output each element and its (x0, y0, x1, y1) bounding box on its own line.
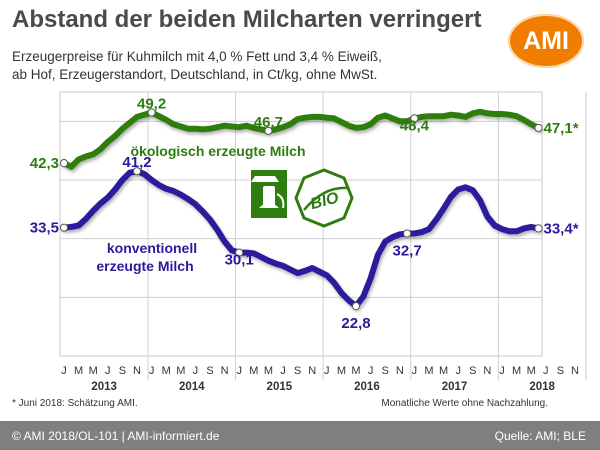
x-tick-label: J (280, 365, 286, 377)
data-label: 41,2 (122, 154, 151, 171)
x-tick-label: N (396, 365, 404, 377)
x-tick-label: J (368, 365, 374, 377)
data-label: 47,1* (544, 120, 579, 137)
page-title: Abstand der beiden Milcharten verringert (12, 6, 482, 33)
year-label: 2014 (179, 381, 205, 393)
year-label: 2017 (442, 381, 468, 393)
chart-series (61, 108, 542, 310)
x-tick-label: N (133, 365, 141, 377)
x-tick-label: J (324, 365, 330, 377)
x-tick-label: S (294, 365, 301, 377)
series-line-organic (61, 108, 542, 170)
x-tick-label: M (337, 365, 346, 377)
data-label: 48,4 (400, 117, 430, 134)
x-tick-label: J (455, 365, 461, 377)
x-tick-label: S (557, 365, 564, 377)
x-tick-label: J (61, 365, 67, 377)
data-point-marker (403, 229, 412, 238)
x-tick-label: S (469, 365, 476, 377)
milk-can-icon (251, 170, 287, 218)
x-tick-label: S (206, 365, 213, 377)
chart-icons: BIO (251, 168, 354, 228)
year-label: 2013 (91, 381, 117, 393)
footer-source: Quelle: AMI; BLE (494, 429, 586, 443)
data-point-marker (264, 126, 273, 135)
x-tick-label: M (176, 365, 185, 377)
chart-subtitle: Erzeugerpreise für Kuhmilch mit 4,0 % Fe… (12, 48, 382, 84)
data-label: 32,7 (392, 243, 421, 260)
data-point-marker (235, 248, 244, 257)
x-tick-label: J (499, 365, 505, 377)
x-axis: J M M J S N J M M J S N J M M J S N J M M J S N J M M J S N J M M J S N2013… (61, 365, 579, 393)
x-tick-label: N (221, 365, 229, 377)
line-chart: J M M J S N J M M J S N J M M J S N J M M J S N J M M J S N J M M J S N2013… (30, 91, 587, 393)
footer-bar: © AMI 2018/OL-101 | AMI-informiert.de Qu… (0, 421, 600, 450)
data-point-marker (147, 108, 156, 117)
subtitle-line-1: Erzeugerpreise für Kuhmilch mit 4,0 % Fe… (12, 49, 382, 64)
x-tick-label: M (162, 365, 171, 377)
footnote-estimate: * Juni 2018: Schätzung AMI. (12, 398, 138, 409)
footnote-monthly: Monatliche Werte ohne Nachzahlung. (381, 398, 548, 409)
data-label: 42,3 (30, 155, 59, 172)
x-tick-label: J (543, 365, 549, 377)
x-tick-label: M (351, 365, 360, 377)
x-tick-label: M (264, 365, 273, 377)
x-tick-label: M (249, 365, 258, 377)
year-label: 2016 (354, 381, 380, 393)
svg-text:BIO: BIO (309, 189, 341, 213)
series-line-conventional (61, 168, 542, 310)
x-tick-label: J (193, 365, 199, 377)
plot-frame (59, 91, 543, 357)
data-point-marker (534, 123, 543, 133)
data-label: 30,1 (225, 252, 254, 269)
x-tick-label: N (308, 365, 316, 377)
x-tick-label: M (74, 365, 83, 377)
year-label: 2015 (267, 381, 293, 393)
x-tick-label: S (119, 365, 126, 377)
data-point-marker (351, 302, 361, 311)
data-point-marker (59, 223, 69, 232)
data-label: 22,8 (341, 315, 370, 332)
chart-grid (59, 91, 587, 380)
x-tick-label: J (149, 365, 155, 377)
subtitle-line-2: ab Hof, Erzeugerstandort, Deutschland, i… (12, 67, 378, 82)
year-label: 2018 (529, 381, 555, 393)
x-tick-label: N (571, 365, 579, 377)
x-tick-label: S (382, 365, 389, 377)
data-point-marker (59, 159, 69, 168)
data-label: 33,4* (544, 220, 579, 237)
data-point-marker (132, 167, 142, 176)
x-tick-label: J (412, 365, 418, 377)
bio-seal-icon: BIO (294, 168, 354, 228)
x-tick-label: N (483, 365, 491, 377)
series-label-conventional-line1: konventionell (107, 240, 197, 256)
x-tick-label: J (236, 365, 242, 377)
data-point-marker (534, 224, 543, 233)
ami-logo: AMI (508, 14, 584, 68)
series-label-conventional-line2: erzeugte Milch (96, 258, 193, 274)
footer-copyright: © AMI 2018/OL-101 | AMI-informiert.de (12, 429, 220, 443)
x-tick-label: J (105, 365, 111, 377)
data-label: 33,5 (30, 220, 59, 237)
x-tick-label: M (89, 365, 98, 377)
data-label: 46,7 (254, 114, 283, 131)
data-labels: 42,3 49,2 46,7 48,4 47,1* 33,5 41,2 30,1 22,8 32,… (30, 96, 579, 333)
x-tick-label: M (527, 365, 536, 377)
x-tick-label: M (512, 365, 521, 377)
x-tick-label: M (424, 365, 433, 377)
series-label-organic: ökologisch erzeugte Milch (130, 143, 305, 159)
data-label: 49,2 (137, 96, 166, 113)
data-point-marker (410, 114, 419, 123)
x-tick-label: M (439, 365, 448, 377)
